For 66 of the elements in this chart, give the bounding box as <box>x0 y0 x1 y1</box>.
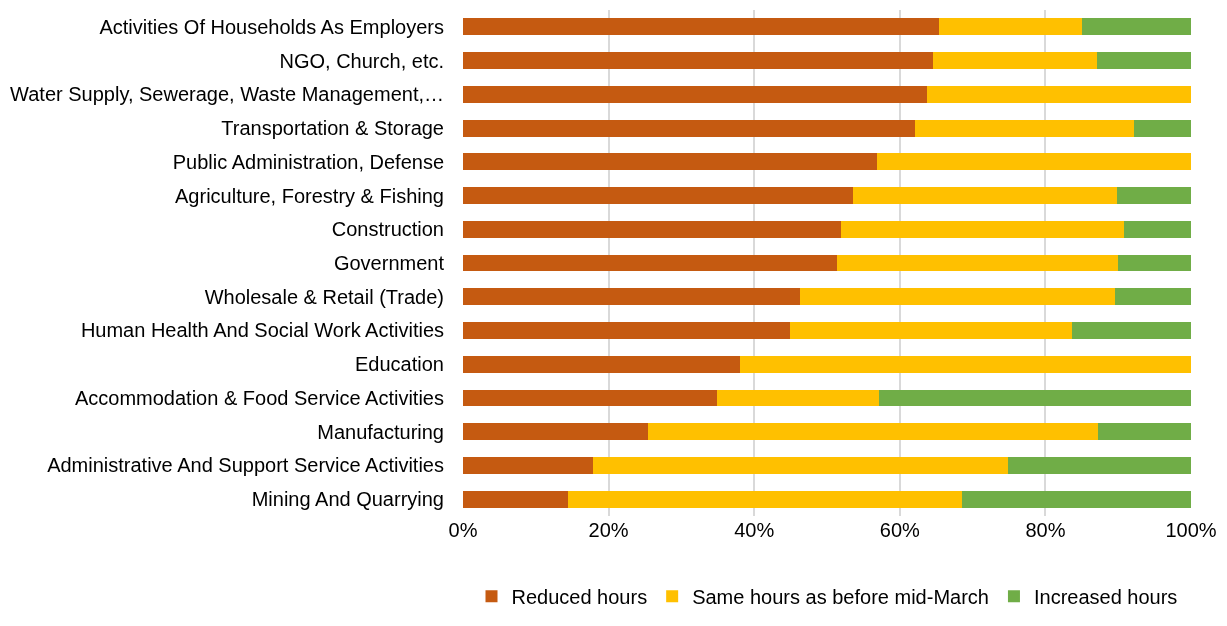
bar <box>463 389 718 407</box>
legend-label: Reduced hours <box>511 586 648 609</box>
bar <box>463 254 838 272</box>
bar <box>463 490 568 508</box>
x-tick-label: 100% <box>1165 519 1217 541</box>
y-tick-label: NGO, Church, etc. <box>279 49 444 72</box>
bar <box>877 153 1191 171</box>
bar <box>926 85 1191 103</box>
x-tick-label: 80% <box>1025 519 1066 541</box>
y-tick-label: Manufacturing <box>317 420 444 443</box>
bar <box>463 322 790 339</box>
bar <box>647 423 1098 441</box>
y-tick-label: Wholesale & Retail (Trade) <box>204 285 444 308</box>
bar <box>717 389 879 407</box>
bar <box>1115 288 1191 306</box>
y-tick-label: Transportation & Storage <box>221 117 444 140</box>
bar <box>463 119 916 137</box>
y-tick-label: Human Health And Social Work Activities <box>80 319 444 342</box>
bar <box>961 490 1191 508</box>
bar <box>1008 456 1191 474</box>
bar <box>567 490 962 508</box>
legend-label: Increased hours <box>1033 586 1178 609</box>
bar <box>463 18 940 36</box>
bar <box>853 187 1117 204</box>
y-tick-label: Education <box>355 353 444 376</box>
bar <box>1118 254 1191 272</box>
bar <box>463 220 841 238</box>
bar <box>840 220 1125 238</box>
bar <box>1097 423 1191 441</box>
y-tick-label: Mining And Quarrying <box>251 488 444 511</box>
bar <box>463 288 801 306</box>
y-tick-label: Activities Of Households As Employers <box>99 15 444 38</box>
y-tick-label: Accommodation & Food Service Activities <box>74 386 444 409</box>
bar <box>740 355 1191 373</box>
bar <box>878 389 1191 407</box>
bar <box>1081 18 1191 36</box>
y-tick-label: Construction <box>331 218 444 241</box>
y-tick-label: Government <box>333 252 445 274</box>
x-tick-label: 0% <box>448 519 478 541</box>
bar <box>463 423 648 441</box>
x-tick-label: 60% <box>879 519 921 541</box>
y-tick-label: Public Administration, Defense <box>172 150 444 173</box>
bar <box>463 85 927 103</box>
y-tick-label: Administrative And Support Service Activities <box>47 454 444 477</box>
y-tick-label: Agriculture, Forestry & Fishing <box>175 184 444 207</box>
bar <box>837 254 1119 272</box>
bar <box>939 18 1082 36</box>
bar <box>463 153 878 171</box>
legend-label: Same hours as before mid-March <box>692 586 989 609</box>
bar <box>1116 187 1191 204</box>
bar <box>463 52 934 70</box>
y-tick-label: Water Supply, Sewerage, Waste Management,… <box>10 83 444 106</box>
bar <box>463 187 854 204</box>
bar <box>593 456 1009 474</box>
bar <box>1097 52 1191 70</box>
bar <box>463 355 741 373</box>
bar <box>1124 220 1191 238</box>
bar <box>1071 322 1191 339</box>
x-tick-label: 20% <box>588 519 629 541</box>
bar <box>463 456 594 474</box>
bar <box>915 119 1135 137</box>
x-tick-label: 40% <box>734 519 775 541</box>
bar <box>800 288 1116 306</box>
bar <box>1134 119 1191 137</box>
bar <box>789 322 1072 339</box>
bar <box>933 52 1098 70</box>
